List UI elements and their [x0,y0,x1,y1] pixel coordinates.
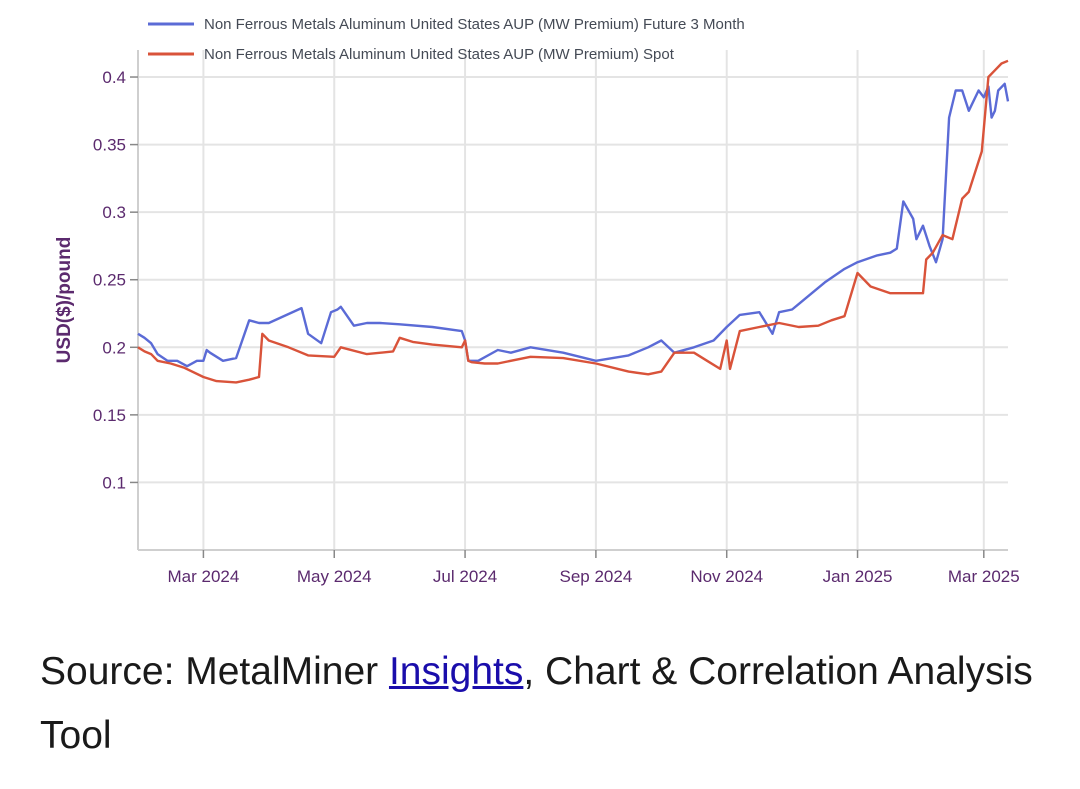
axes [137,50,1008,551]
y-axis-label: USD($)/pound [54,237,75,364]
insights-link[interactable]: Insights [388,650,524,693]
y-tick-label: 0.1 [102,473,126,492]
y-axis-ticks: 0.1 0.15 0.2 0.25 0.3 0.35 0.4 [93,68,138,492]
legend-label: Non Ferrous Metals Aluminum United State… [204,46,675,63]
x-tick-label: Mar 2025 [948,567,1020,586]
y-tick-label: 0.35 [93,136,126,155]
y-tick-label: 0.2 [102,338,126,357]
y-tick-label: 0.25 [93,271,126,290]
source-caption: Source: MetalMiner Insights, Chart & Cor… [40,640,1050,768]
future-3-month-line [137,82,1010,368]
y-tick-label: 0.4 [102,68,126,87]
grid-lines [138,50,1008,550]
line-chart: 0.1 0.15 0.2 0.25 0.3 0.35 0.4 Mar 2024 May 202… [54,16,1020,586]
series-lines [137,59,1010,384]
x-tick-label: Sep 2024 [559,567,632,586]
x-axis-ticks: Mar 2024 May 2024 Jul 2024 Sep 2024 Nov 2024… [167,550,1020,586]
x-tick-label: Mar 2024 [167,567,239,586]
x-tick-label: Nov 2024 [690,567,763,586]
x-tick-label: Jul 2024 [433,567,497,586]
x-tick-label: Jan 2025 [823,567,893,586]
x-tick-label: May 2024 [297,567,372,586]
legend: Non Ferrous Metals Aluminum United State… [148,16,745,63]
caption-suffix: , Chart & Correlation Analysis Tool [40,650,1033,757]
y-tick-label: 0.15 [93,406,126,425]
caption-prefix: Source: MetalMiner [40,650,389,693]
legend-label: Non Ferrous Metals Aluminum United State… [204,16,745,33]
spot-line [137,59,1009,384]
y-tick-label: 0.3 [102,203,126,222]
